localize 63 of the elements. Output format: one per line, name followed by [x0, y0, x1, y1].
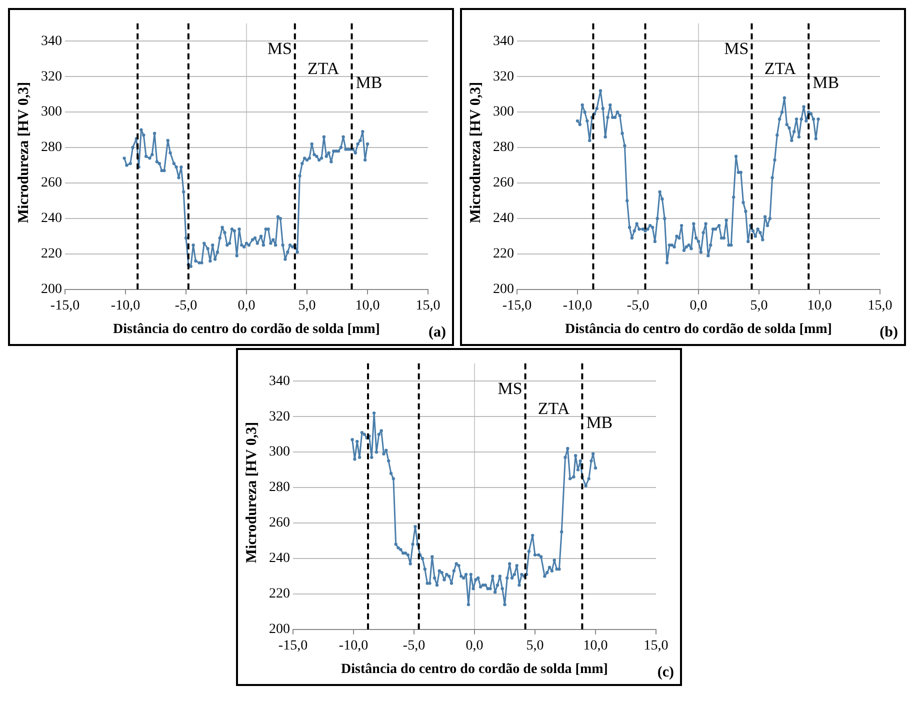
annotation: MS [724, 38, 749, 58]
y-tick-label: 340 [493, 34, 514, 49]
y-tick-label: 260 [493, 176, 514, 191]
y-axis-title: Microdureza [HV 0,3] [16, 81, 34, 223]
y-tick-label: 320 [493, 69, 514, 84]
annotation: MS [498, 378, 522, 398]
y-tick-label: 240 [269, 551, 290, 566]
x-axis-title: Distância do centro do cordão de solda [mm] [341, 662, 608, 678]
x-tick-label: 15,0 [644, 638, 668, 654]
x-axis-title: Distância do centro do cordão de solda [mm] [113, 322, 380, 338]
y-tick-label: 240 [41, 211, 62, 226]
y-tick-label: 320 [269, 409, 290, 424]
y-axis-title: Microdureza [HV 0,3] [244, 421, 262, 563]
y-tick-label: 220 [41, 246, 62, 262]
x-tick-label: 5,0 [526, 638, 544, 654]
x-tick-label: 0,0 [690, 298, 708, 314]
x-tick-label: 10,0 [583, 638, 608, 654]
y-tick-label: 340 [41, 34, 62, 49]
x-tick-label: -10,0 [338, 638, 368, 654]
y-tick-label: 280 [41, 140, 62, 156]
y-axis-title: Microdureza [HV 0,3] [468, 81, 486, 223]
y-tick-label: 280 [493, 140, 514, 156]
x-tick-label: 0,0 [466, 638, 484, 654]
annotation: MB [586, 412, 613, 432]
x-tick-label: -5,0 [626, 298, 650, 314]
y-tick-label: 260 [269, 516, 290, 531]
annotation: ZTA [538, 398, 570, 418]
x-tick-label: 15,0 [868, 298, 892, 314]
y-tick-label: 200 [41, 282, 62, 298]
x-tick-label: 10,0 [807, 298, 832, 314]
y-tick-label: 220 [269, 586, 290, 602]
x-tick-label: 15,0 [416, 298, 440, 314]
y-tick-label: 320 [41, 69, 62, 84]
annotation: ZTA [307, 58, 340, 78]
x-tick-label: 10,0 [355, 298, 380, 314]
y-tick-label: 260 [41, 176, 62, 191]
text: (c) [657, 664, 674, 680]
y-tick-label: 340 [269, 374, 290, 389]
text: (a) [428, 324, 446, 340]
annotation: ZTA [764, 58, 797, 78]
x-tick-label: -15,0 [278, 638, 308, 654]
x-tick-label: -15,0 [502, 298, 532, 314]
annotation: MB [812, 72, 840, 92]
x-tick-label: 0,0 [238, 298, 256, 314]
x-tick-label: 5,0 [298, 298, 316, 314]
x-tick-label: -10,0 [562, 298, 592, 314]
y-tick-label: 200 [493, 282, 514, 298]
y-tick-label: 300 [269, 444, 290, 460]
annotation: MS [267, 38, 292, 58]
annotation: MB [356, 72, 382, 92]
x-tick-label: -5,0 [174, 298, 198, 314]
y-tick-label: 300 [41, 104, 62, 120]
y-tick-label: 300 [493, 104, 514, 120]
x-tick-label: -15,0 [50, 298, 80, 314]
text: (b) [880, 324, 898, 340]
x-tick-label: -5,0 [402, 638, 426, 654]
x-tick-label: 5,0 [750, 298, 768, 314]
y-tick-label: 220 [493, 246, 514, 262]
y-tick-label: 200 [269, 622, 290, 638]
x-axis-title: Distância do centro do cordão de solda [mm] [565, 322, 832, 338]
x-tick-label: -10,0 [110, 298, 140, 314]
y-tick-label: 280 [269, 480, 290, 496]
y-tick-label: 240 [493, 211, 514, 226]
